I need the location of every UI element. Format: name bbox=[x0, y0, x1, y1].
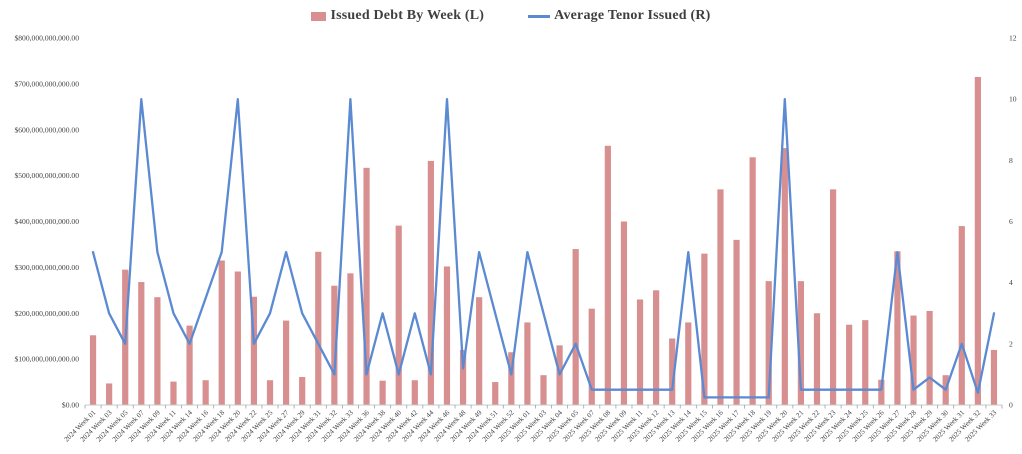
bar bbox=[202, 380, 209, 405]
left-axis-tick-label: $300,000,000,000.00 bbox=[14, 263, 79, 272]
average-tenor-line bbox=[91, 98, 996, 399]
bar bbox=[813, 313, 821, 405]
bar bbox=[379, 380, 386, 405]
bar bbox=[974, 76, 981, 406]
bar bbox=[266, 380, 274, 405]
bar bbox=[926, 310, 933, 405]
bar-series-swatch-icon bbox=[311, 11, 327, 21]
bar bbox=[669, 338, 676, 405]
bar bbox=[363, 167, 370, 405]
bar bbox=[958, 226, 965, 405]
bar bbox=[878, 379, 885, 405]
bar bbox=[138, 282, 145, 405]
left-axis-tick-label: $0.00 bbox=[62, 401, 79, 410]
bar bbox=[894, 251, 901, 405]
bar bbox=[765, 281, 772, 405]
legend-label-average-tenor: Average Tenor Issued (R) bbox=[554, 8, 711, 23]
bar bbox=[443, 266, 451, 405]
bar bbox=[250, 296, 258, 405]
bar bbox=[186, 325, 193, 405]
bar bbox=[749, 157, 756, 405]
right-axis-tick-label: 8 bbox=[1009, 156, 1013, 165]
bar bbox=[234, 271, 241, 405]
bar bbox=[411, 380, 418, 405]
legend-item-issued-debt: Issued Debt By Week (L) bbox=[311, 8, 484, 24]
right-axis-tick-label: 12 bbox=[1009, 34, 1017, 43]
line-series-swatch-icon bbox=[528, 14, 551, 18]
bar bbox=[331, 285, 338, 405]
right-axis-tick-label: 2 bbox=[1009, 339, 1013, 348]
bar bbox=[685, 322, 692, 405]
legend: Issued Debt By Week (L) Average Tenor Is… bbox=[0, 8, 1022, 24]
left-axis-tick-label: $800,000,000,000.00 bbox=[14, 34, 79, 43]
bar bbox=[106, 383, 113, 405]
bar bbox=[733, 239, 740, 405]
left-axis-tick-label: $100,000,000,000.00 bbox=[14, 355, 79, 364]
bar bbox=[427, 160, 434, 405]
bar bbox=[846, 324, 853, 405]
bar bbox=[299, 377, 306, 405]
bar bbox=[282, 320, 290, 405]
bar bbox=[717, 189, 724, 405]
bar bbox=[781, 148, 788, 405]
bar bbox=[862, 320, 869, 405]
bar bbox=[89, 335, 97, 405]
legend-item-average-tenor: Average Tenor Issued (R) bbox=[528, 8, 710, 24]
bar bbox=[154, 297, 161, 405]
legend-label-issued-debt: Issued Debt By Week (L) bbox=[330, 8, 485, 23]
bar bbox=[572, 249, 579, 405]
right-axis-tick-label: 6 bbox=[1009, 217, 1013, 226]
bar bbox=[492, 382, 499, 405]
bar bbox=[701, 253, 708, 405]
bar bbox=[797, 281, 805, 405]
left-axis-tick-label: $400,000,000,000.00 bbox=[14, 217, 79, 226]
bar bbox=[588, 308, 595, 405]
bar bbox=[524, 322, 531, 405]
bar bbox=[508, 352, 515, 405]
left-axis-tick-label: $700,000,000,000.00 bbox=[14, 79, 79, 88]
bar bbox=[620, 221, 628, 405]
bar bbox=[653, 290, 660, 405]
bar bbox=[910, 315, 917, 405]
right-axis-tick-label: 0 bbox=[1009, 401, 1013, 410]
left-axis-tick-label: $600,000,000,000.00 bbox=[14, 125, 79, 134]
bar bbox=[170, 381, 177, 405]
right-axis-tick-label: 10 bbox=[1009, 95, 1017, 104]
bar bbox=[395, 225, 402, 405]
bar bbox=[540, 375, 547, 405]
bar bbox=[636, 299, 644, 405]
left-axis-tick-label: $500,000,000,000.00 bbox=[14, 171, 79, 180]
bar bbox=[347, 273, 354, 405]
bar bbox=[459, 349, 467, 405]
bar bbox=[315, 251, 322, 405]
right-axis-tick-label: 4 bbox=[1009, 278, 1013, 287]
bar bbox=[604, 145, 611, 405]
bar bbox=[829, 189, 837, 405]
left-axis-tick-label: $200,000,000,000.00 bbox=[14, 309, 79, 318]
bar bbox=[476, 297, 483, 405]
bar bbox=[218, 260, 225, 405]
bar bbox=[990, 349, 998, 405]
